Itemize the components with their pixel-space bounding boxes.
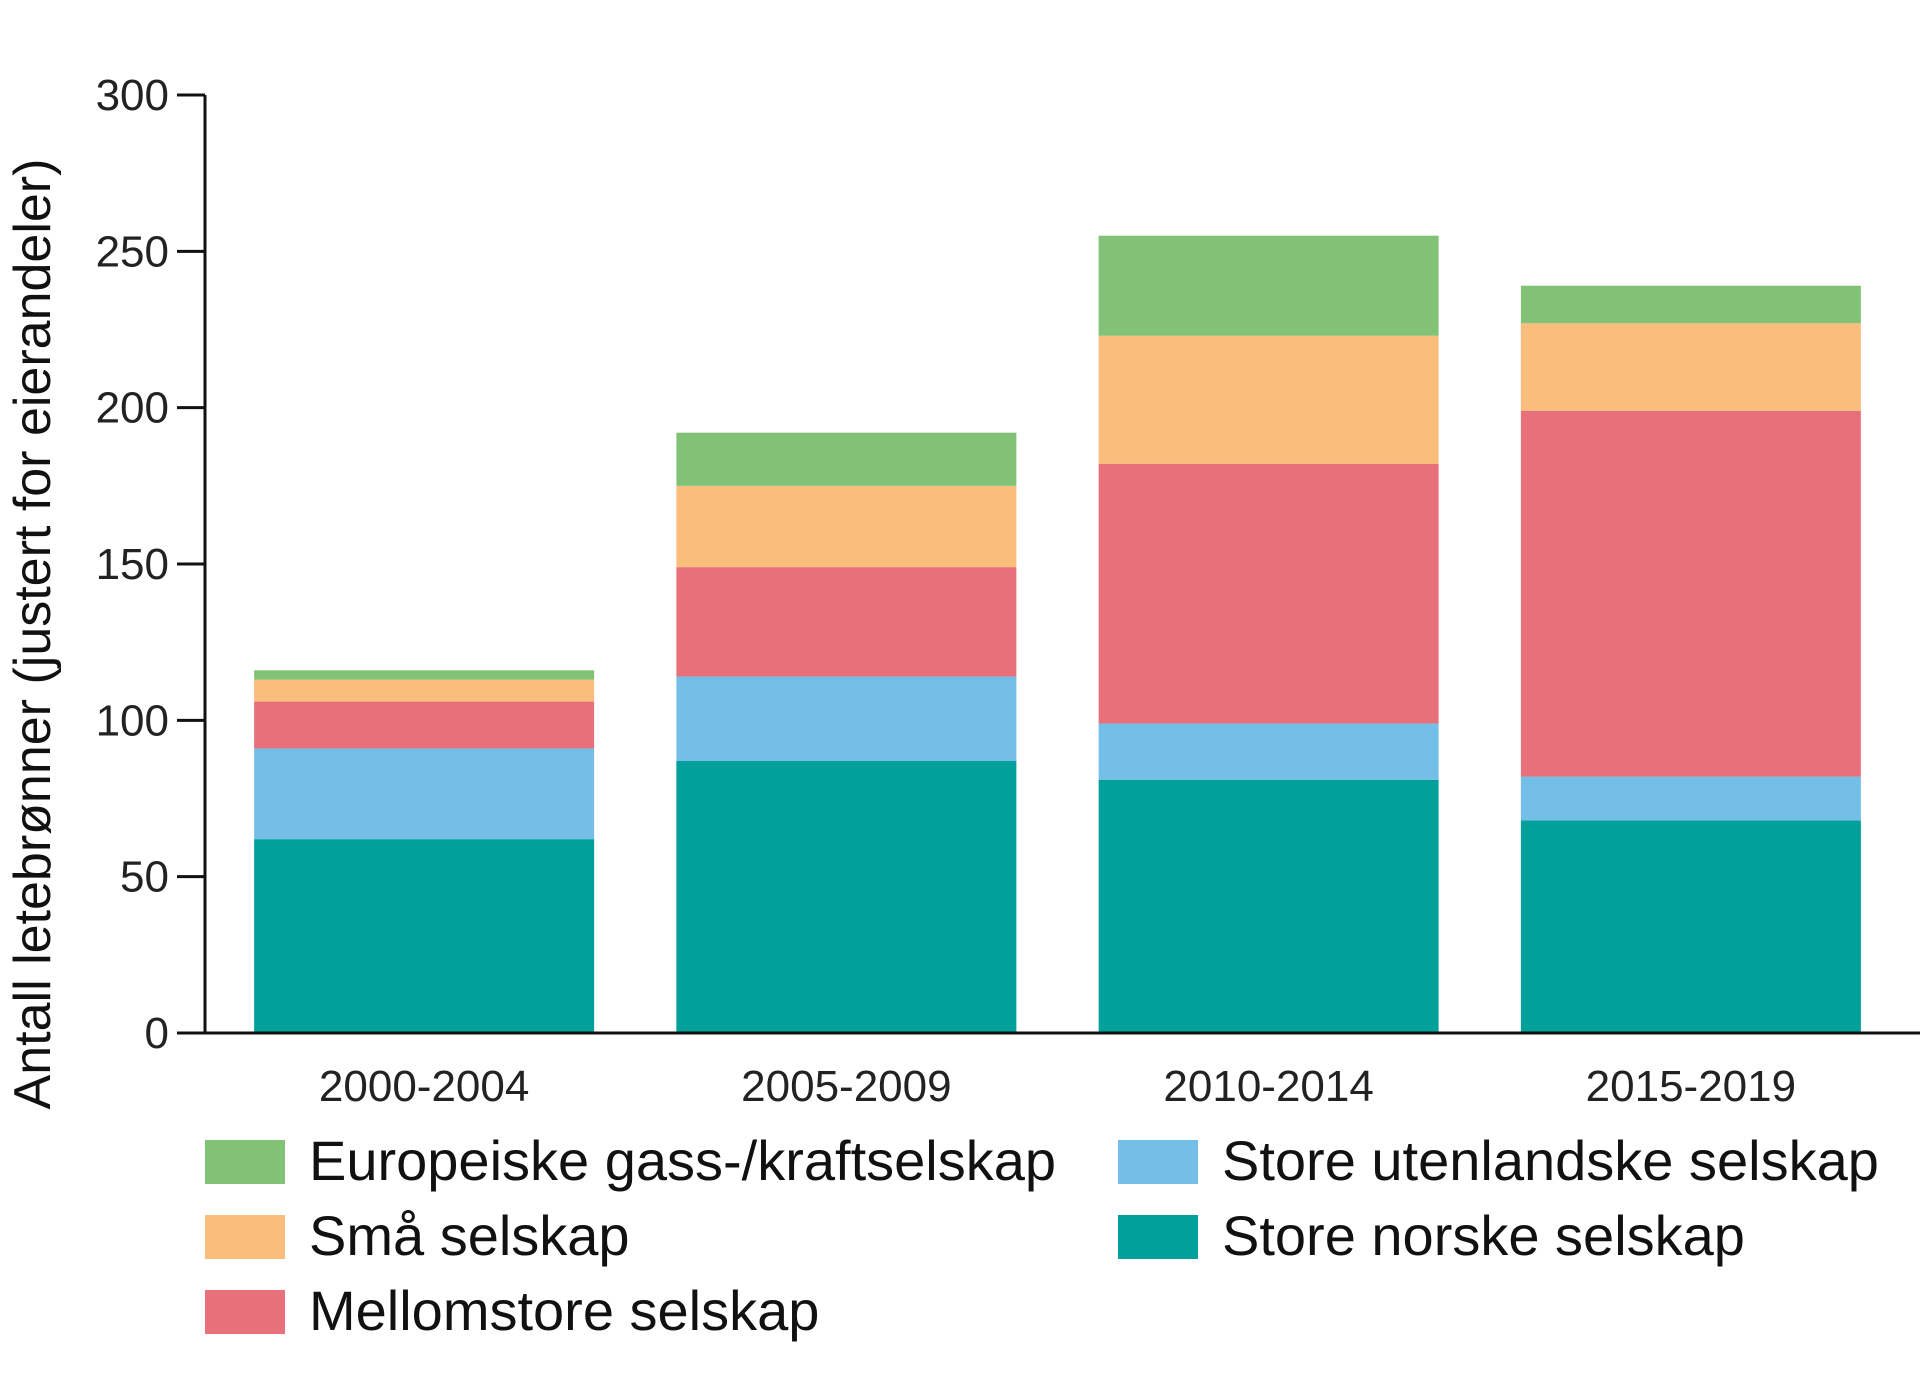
bar-segment [254,679,595,702]
bar-segment [676,432,1017,486]
x-tick-label: 2015-2019 [1586,1062,1796,1111]
y-tick-label: 150 [96,540,169,589]
legend-label: Store utenlandske selskap [1222,1129,1879,1192]
legend-label: Mellomstore selskap [309,1279,819,1342]
y-tick-label: 100 [96,696,169,745]
bar-segment [1520,285,1861,324]
y-ticks: 0 50 100 150 200 250 300 [96,71,205,1058]
legend-swatch [205,1140,285,1184]
bar-segment [1520,410,1861,777]
x-tick-label: 2005-2009 [741,1062,951,1111]
bar-segment [254,748,595,840]
bar-segment [254,670,595,680]
x-tick-labels: 2000-2004 2005-2009 2010-2014 2015-2019 [319,1062,1796,1111]
y-axis-title: Antall letebrønner (justert for eierande… [4,159,62,1110]
y-tick-label: 200 [96,384,169,433]
y-tick-label: 250 [96,227,169,276]
bar-segment [676,676,1017,761]
legend-label: Store norske selskap [1222,1204,1745,1267]
bar-segment [1098,723,1439,780]
bar-segment [1098,779,1439,1033]
legend: Europeiske gass-/kraftselskap Små selskap… [205,1129,1879,1342]
y-tick-label: 300 [96,71,169,120]
legend-label: Europeiske gass-/kraftselskap [309,1129,1056,1192]
bar-segment [1098,463,1439,724]
bar-segment [1098,235,1439,336]
x-tick-label: 2010-2014 [1163,1062,1373,1111]
y-tick-label: 0 [145,1009,169,1058]
legend-label: Små selskap [309,1204,630,1267]
bar-segment [676,760,1017,1033]
legend-swatch [205,1215,285,1259]
bars-layer [254,235,1861,1033]
y-tick-label: 50 [120,853,169,902]
x-tick-label: 2000-2004 [319,1062,529,1111]
bar-segment [254,839,595,1033]
legend-swatch [1118,1215,1198,1259]
bar-segment [1520,776,1861,821]
bar-segment [676,485,1017,568]
bar-segment [254,701,595,749]
bar-segment [1520,323,1861,411]
bar-segment [676,567,1017,677]
bar-segment [1520,820,1861,1033]
legend-swatch [205,1290,285,1334]
legend-swatch [1118,1140,1198,1184]
bar-segment [1098,335,1439,464]
